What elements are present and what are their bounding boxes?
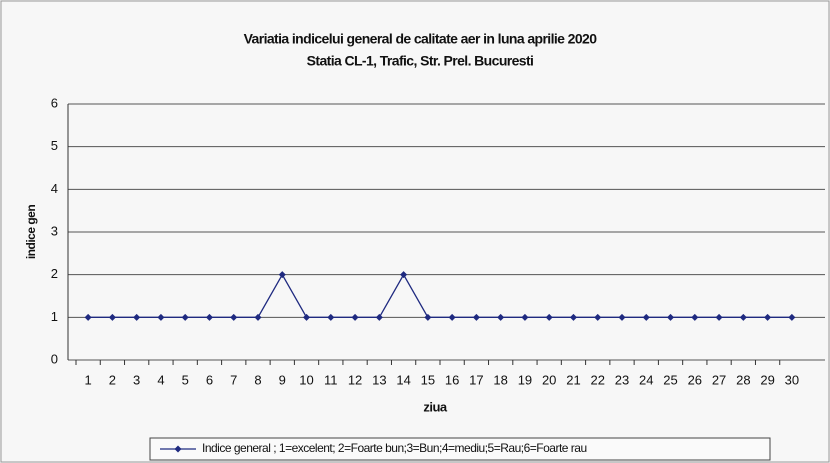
data-point	[715, 313, 723, 321]
data-point	[739, 313, 747, 321]
data-point	[133, 313, 141, 321]
x-tick-label: 9	[279, 372, 286, 387]
x-tick-label: 25	[663, 372, 677, 387]
x-tick-label: 19	[518, 372, 532, 387]
y-tick-label: 1	[51, 309, 58, 324]
x-tick-label: 10	[299, 372, 313, 387]
data-point	[424, 313, 432, 321]
x-axis-label: ziua	[423, 399, 448, 414]
x-tick-label: 1	[85, 372, 92, 387]
x-tick-label: 8	[254, 372, 261, 387]
data-point	[205, 313, 213, 321]
x-tick-label: 22	[590, 372, 604, 387]
y-tick-label: 4	[51, 181, 58, 196]
y-tick-label: 3	[51, 223, 58, 238]
y-tick-label: 0	[51, 351, 58, 366]
x-tick-label: 21	[566, 372, 580, 387]
x-tick-label: 28	[736, 372, 750, 387]
x-tick-label: 5	[182, 372, 189, 387]
y-tick-label: 5	[51, 138, 58, 153]
legend-box	[149, 437, 771, 461]
data-point	[230, 313, 238, 321]
y-axis-label: indice gen	[24, 205, 38, 260]
x-tick-label: 26	[688, 372, 702, 387]
x-tick-label: 16	[445, 372, 459, 387]
x-tick-label: 7	[230, 372, 237, 387]
chart-title: Variatia indicelui general de calitate a…	[244, 31, 598, 47]
data-point	[497, 313, 505, 321]
x-tick-label: 12	[348, 372, 362, 387]
x-tick-label: 6	[206, 372, 213, 387]
data-point	[278, 271, 286, 279]
data-point	[181, 313, 189, 321]
data-point	[400, 271, 408, 279]
x-tick-label: 2	[109, 372, 116, 387]
data-point	[375, 313, 383, 321]
data-point	[667, 313, 675, 321]
legend-marker	[174, 445, 182, 453]
x-tick-label: 20	[542, 372, 556, 387]
chart-subtitle: Statia CL-1, Trafic, Str. Prel. Bucurest…	[307, 53, 534, 69]
data-point	[521, 313, 529, 321]
series-line	[88, 273, 792, 318]
data-point	[691, 313, 699, 321]
data-point	[303, 313, 311, 321]
x-tick-label: 23	[615, 372, 629, 387]
y-tick-label: 6	[51, 95, 58, 110]
data-point	[157, 313, 165, 321]
data-point	[618, 313, 626, 321]
x-tick-label: 15	[421, 372, 435, 387]
x-tick-label: 14	[396, 372, 410, 387]
x-tick-label: 18	[493, 372, 507, 387]
y-tick-label: 2	[51, 266, 58, 281]
data-point	[448, 313, 456, 321]
x-tick-label: 27	[712, 372, 726, 387]
data-point	[545, 313, 553, 321]
x-tick-label: 11	[324, 372, 338, 387]
legend-label: Indice general ; 1=excelent; 2=Foarte bu…	[202, 441, 587, 455]
data-point	[788, 313, 796, 321]
data-point	[108, 313, 116, 321]
data-point	[594, 313, 602, 321]
x-tick-label: 30	[785, 372, 799, 387]
data-point	[327, 313, 335, 321]
data-point	[254, 313, 262, 321]
data-point	[642, 313, 650, 321]
data-point	[764, 313, 772, 321]
x-tick-label: 13	[372, 372, 386, 387]
data-point	[351, 313, 359, 321]
data-point	[569, 313, 577, 321]
x-tick-label: 4	[157, 372, 164, 387]
data-point	[84, 313, 92, 321]
data-point	[472, 313, 480, 321]
x-tick-label: 3	[133, 372, 140, 387]
x-tick-label: 24	[639, 372, 653, 387]
x-tick-label: 29	[760, 372, 774, 387]
x-tick-label: 17	[469, 372, 483, 387]
